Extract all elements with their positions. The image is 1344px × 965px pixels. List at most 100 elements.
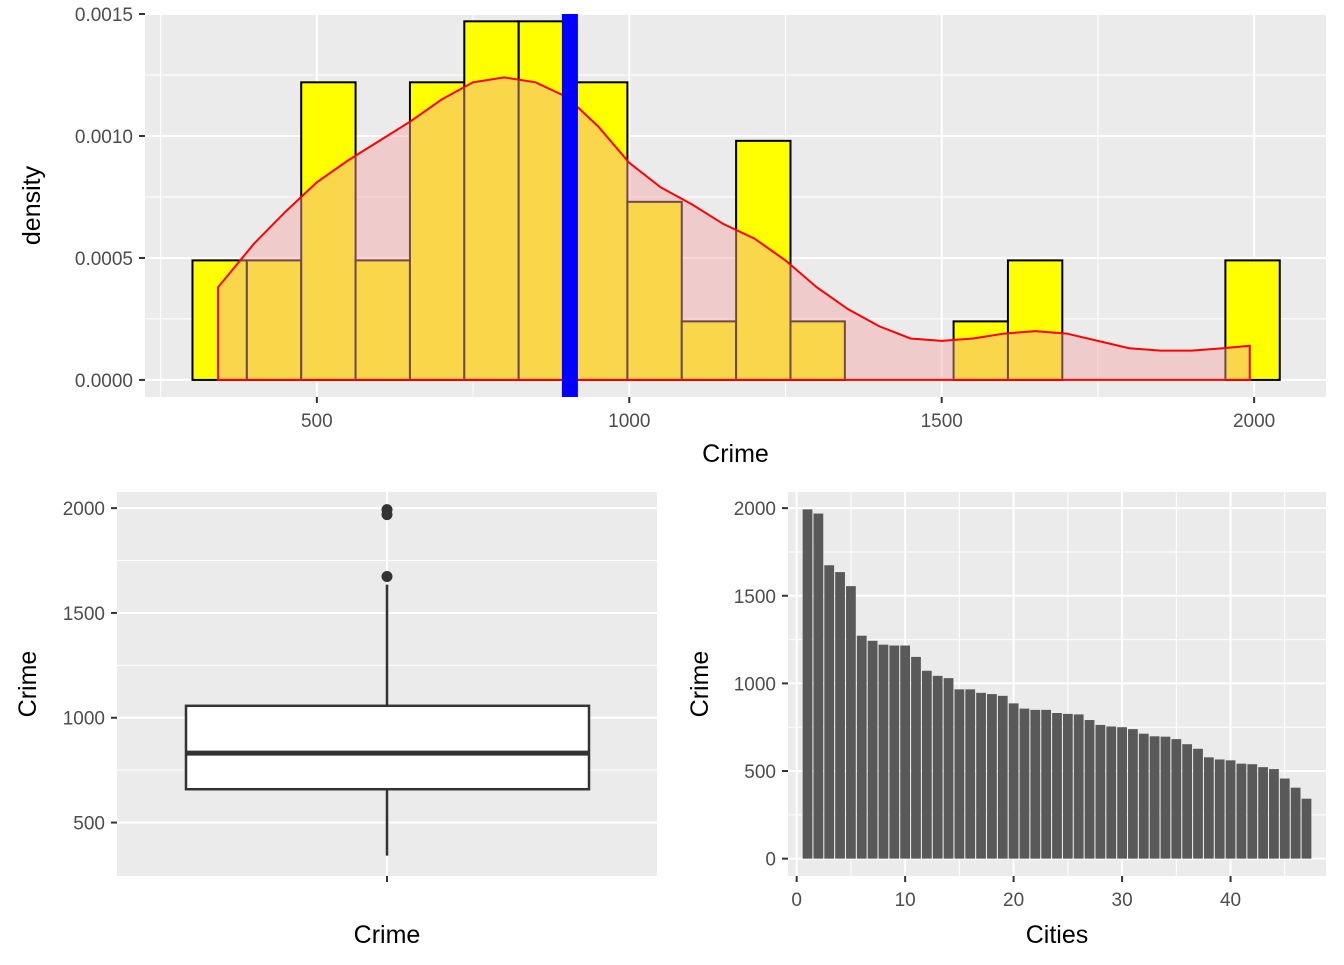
bar xyxy=(1214,759,1225,859)
bar xyxy=(835,572,845,859)
bar xyxy=(1290,787,1301,859)
x-tick-label: 20 xyxy=(1003,890,1024,911)
bar xyxy=(889,645,900,859)
bar xyxy=(911,656,921,859)
bar xyxy=(802,509,813,859)
y-tick-label: 500 xyxy=(744,762,776,783)
histogram-bin xyxy=(300,81,357,381)
y-tick-label: 0.0010 xyxy=(75,127,133,148)
bar xyxy=(954,689,965,859)
y-tick-label: 2000 xyxy=(63,499,105,520)
bar xyxy=(1008,703,1019,859)
bar xyxy=(997,695,1008,859)
outlier-point xyxy=(381,570,393,582)
x-tick-label: 1000 xyxy=(608,411,650,432)
x-tick-label: 40 xyxy=(1220,890,1241,911)
boxplot-y-axis-title: Crime xyxy=(14,651,42,718)
histogram-panel: 500 1000 1500 20000.00000.00050.00100.0015 … xyxy=(18,5,1326,468)
histogram-y-axis-title: density xyxy=(18,165,46,245)
boxplot-axes: 500 1000 1500 2000 xyxy=(63,499,388,882)
bar xyxy=(1171,739,1182,859)
bar xyxy=(1095,724,1106,859)
y-tick-label: 1000 xyxy=(734,674,776,695)
bar xyxy=(1052,713,1062,859)
bar xyxy=(1160,736,1171,859)
bar xyxy=(1062,713,1073,859)
bar xyxy=(932,675,943,859)
histogram-bin xyxy=(572,81,629,381)
bar xyxy=(943,678,954,859)
bar xyxy=(1084,720,1095,859)
bar-chart-panel: 0 10 20 30 40 0 500 1000 1500 2000 Cities Crime xyxy=(686,492,1326,949)
boxplot-panel: 500 1000 1500 2000 Crime Crime xyxy=(14,492,657,949)
y-tick-label: 0.0000 xyxy=(75,371,133,392)
y-tick-label: 1500 xyxy=(734,587,776,608)
bar xyxy=(1225,760,1236,859)
bar xyxy=(856,635,867,859)
bar-chart-x-axis-title: Cities xyxy=(1026,921,1089,949)
y-tick-label: 0.0015 xyxy=(75,5,133,26)
outlier-point xyxy=(381,504,393,516)
bar xyxy=(1247,764,1258,859)
bar xyxy=(867,640,878,859)
boxplot xyxy=(184,504,591,856)
y-tick-label: 0 xyxy=(765,850,776,871)
bar xyxy=(900,645,911,859)
bar xyxy=(976,692,986,859)
bar xyxy=(1203,757,1214,859)
bar xyxy=(987,694,997,859)
bar xyxy=(1117,727,1127,859)
boxplot-x-axis-title: Crime xyxy=(354,921,421,949)
bar xyxy=(813,513,824,859)
bar xyxy=(1182,744,1193,859)
y-tick-label: 0.0005 xyxy=(75,249,133,270)
bar xyxy=(1073,714,1084,859)
histogram-x-axis-title: Crime xyxy=(702,440,769,468)
histogram-bin xyxy=(735,139,792,381)
mean-line xyxy=(561,14,578,397)
bar-chart-bars xyxy=(802,509,1312,859)
bar xyxy=(1041,709,1052,859)
bar xyxy=(1279,778,1290,859)
y-tick-label: 2000 xyxy=(734,499,776,520)
histogram-bin xyxy=(245,259,303,381)
bar xyxy=(1128,729,1138,859)
bar xyxy=(1149,736,1160,859)
y-tick-label: 1500 xyxy=(63,604,105,625)
bar xyxy=(1019,708,1030,859)
histogram-bin xyxy=(1224,259,1281,381)
bar xyxy=(921,670,932,859)
bar xyxy=(1269,769,1279,859)
bar xyxy=(1301,798,1312,859)
bar xyxy=(878,644,889,859)
bar xyxy=(1193,748,1203,859)
bar xyxy=(1258,767,1268,859)
bar xyxy=(824,565,835,859)
histogram-bin xyxy=(626,200,683,381)
x-tick-label: 30 xyxy=(1112,890,1133,911)
histogram-axes: 500 1000 1500 2000 0.0000 0.0005 0.0010 0.0015 xyxy=(75,5,1275,432)
bar xyxy=(846,586,856,859)
y-tick-label: 500 xyxy=(73,814,105,835)
iqr-box xyxy=(184,704,591,791)
bar xyxy=(1106,726,1117,859)
x-tick-label: 500 xyxy=(301,411,333,432)
bar xyxy=(965,689,976,859)
bar xyxy=(1236,763,1247,859)
x-tick-label: 1500 xyxy=(921,411,963,432)
histogram-bin xyxy=(952,320,1009,381)
histogram-bin xyxy=(1006,259,1064,381)
bar xyxy=(1030,709,1041,859)
bar-chart-y-axis-title: Crime xyxy=(686,651,714,718)
x-tick-label: 0 xyxy=(791,890,802,911)
histogram-bin xyxy=(789,320,846,381)
histogram-bin xyxy=(463,20,520,381)
bar xyxy=(1138,733,1149,859)
x-tick-label: 10 xyxy=(895,890,916,911)
density-curve xyxy=(217,76,1251,381)
x-tick-label: 2000 xyxy=(1233,411,1275,432)
bar-chart-axes: 0 10 20 30 40 0 500 1000 1500 2000 xyxy=(734,499,1241,911)
y-tick-label: 1000 xyxy=(63,709,105,730)
histogram-bin xyxy=(354,259,411,381)
